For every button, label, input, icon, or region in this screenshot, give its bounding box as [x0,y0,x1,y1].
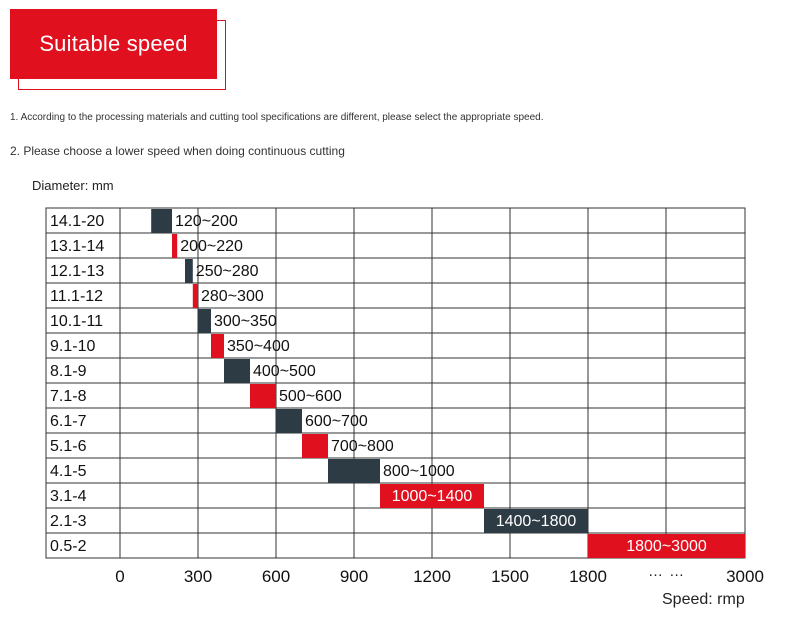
section-title: Suitable speed [39,31,188,56]
speed-range-bar [185,259,193,283]
speed-range-label: 300~350 [214,313,277,330]
note-continuous-cutting: 2. Please choose a lower speed when doin… [10,144,345,158]
diameter-category-label: 3.1-4 [50,488,87,505]
diameter-category-label: 0.5-2 [50,538,87,555]
x-tick-label: 1500 [491,567,529,586]
diameter-category-label: 11.1-12 [50,288,103,305]
speed-range-label: 1800~3000 [626,538,707,555]
speed-range-bar [192,284,198,308]
speed-range-label: 700~800 [331,438,394,455]
x-tick-label: 900 [340,567,368,586]
speed-range-label: 250~280 [196,263,259,280]
speed-range-label: 1400~1800 [496,513,577,530]
diameter-category-label: 9.1-10 [50,338,95,355]
speed-range-label: 280~300 [201,288,264,305]
y-axis-label: Diameter: mm [32,178,114,193]
diameter-category-label: 8.1-9 [50,363,87,380]
x-axis-ellipsis: … … [648,563,686,580]
diameter-category-label: 14.1-20 [50,213,104,230]
x-tick-label: 300 [184,567,212,586]
speed-range-label: 350~400 [227,338,290,355]
speed-range-label: 600~700 [305,413,368,430]
diameter-category-label: 6.1-7 [50,413,87,430]
x-axis-label: Speed: rmp [662,591,745,608]
speed-range-bar [250,384,276,408]
x-tick-label: 600 [262,567,290,586]
speed-range-label: 200~220 [180,238,243,255]
speed-range-bar [276,409,302,433]
speed-range-bar [224,359,250,383]
speed-range-label: 120~200 [175,213,238,230]
speed-range-bar [172,234,178,258]
speed-range-bar [151,209,172,233]
diameter-category-label: 7.1-8 [50,388,87,405]
x-tick-label: 3000 [726,567,764,586]
speed-range-bar [198,309,211,333]
section-title-badge: Suitable speed [10,9,217,79]
speed-range-label: 800~1000 [383,463,455,480]
speed-range-bar [328,459,380,483]
diameter-category-label: 12.1-13 [50,263,104,280]
speed-range-label: 400~500 [253,363,316,380]
diameter-category-label: 10.1-11 [50,313,103,330]
speed-range-bar [302,434,328,458]
speed-range-label: 500~600 [279,388,342,405]
speed-range-label: 1000~1400 [392,488,473,505]
x-tick-label: 1800 [569,567,607,586]
diameter-category-label: 4.1-5 [50,463,87,480]
x-tick-label: 1200 [413,567,451,586]
x-tick-label: 0 [115,567,124,586]
speed-range-bar [588,534,745,558]
note-material-speed: 1. According to the processing materials… [10,112,544,123]
speed-range-bar [380,484,484,508]
speed-range-bar [211,334,224,358]
diameter-category-label: 13.1-14 [50,238,104,255]
diameter-category-label: 2.1-3 [50,513,87,530]
diameter-category-label: 5.1-6 [50,438,87,455]
speed-range-bar [484,509,588,533]
